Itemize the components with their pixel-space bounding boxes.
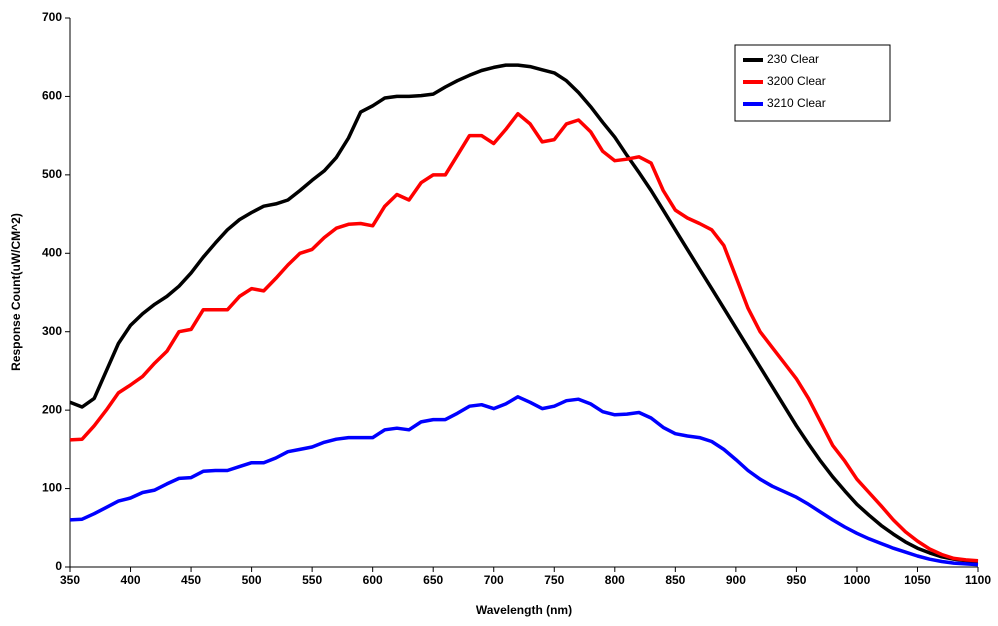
x-tick-label: 950: [786, 573, 806, 587]
y-tick-label: 700: [42, 10, 62, 24]
y-tick-label: 500: [42, 167, 62, 181]
x-tick-label: 1000: [844, 573, 871, 587]
y-tick-label: 600: [42, 89, 62, 103]
x-tick-label: 350: [60, 573, 80, 587]
x-tick-label: 500: [242, 573, 262, 587]
x-axis-label: Wavelength (nm): [476, 603, 572, 617]
x-tick-label: 700: [484, 573, 504, 587]
x-tick-label: 1050: [904, 573, 931, 587]
x-tick-label: 850: [665, 573, 685, 587]
x-tick-label: 900: [726, 573, 746, 587]
x-tick-label: 450: [181, 573, 201, 587]
y-tick-label: 0: [55, 559, 62, 573]
y-tick-label: 100: [42, 481, 62, 495]
y-tick-label: 400: [42, 245, 62, 259]
y-tick-label: 200: [42, 402, 62, 416]
y-axis-label: Response Count(uW/CM^2): [9, 213, 23, 371]
x-tick-label: 550: [302, 573, 322, 587]
legend-label: 3210 Clear: [767, 96, 826, 110]
legend-label: 230 Clear: [767, 52, 819, 66]
x-tick-label: 600: [363, 573, 383, 587]
x-tick-label: 650: [423, 573, 443, 587]
x-tick-label: 800: [605, 573, 625, 587]
series-line: [69, 111, 979, 563]
legend-label: 3200 Clear: [767, 74, 826, 88]
x-tick-label: 750: [544, 573, 564, 587]
series-line: [69, 395, 979, 567]
x-tick-label: 1100: [965, 573, 991, 587]
series-line: [69, 63, 979, 564]
legend: 230 Clear 3200 Clear 3210 Clear: [734, 44, 891, 122]
x-tick-label: 400: [121, 573, 141, 587]
y-tick-label: 300: [42, 324, 62, 338]
